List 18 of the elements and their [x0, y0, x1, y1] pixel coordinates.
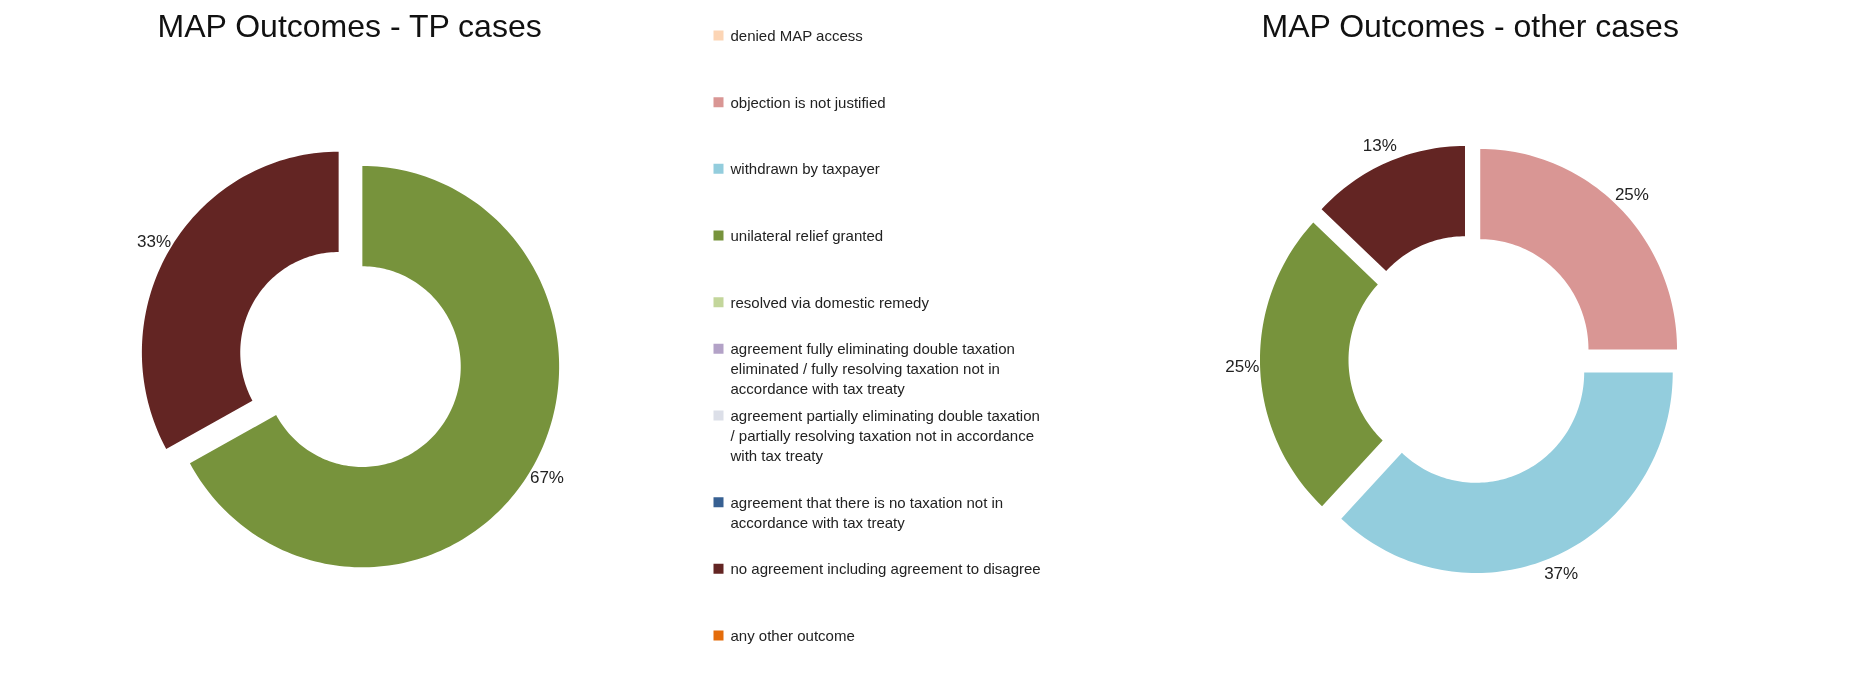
data-label: 37% — [1544, 563, 1579, 583]
chart-title: MAP Outcomes - other cases — [1261, 7, 1679, 44]
data-label: 13% — [1362, 136, 1397, 156]
data-label: 33% — [137, 231, 172, 251]
chart-title: MAP Outcomes - TP cases — [157, 7, 542, 44]
data-label: 25% — [1225, 357, 1260, 377]
data-label: 67% — [529, 468, 564, 488]
legend-label: no agreement including agreement to disagree — [730, 560, 1041, 578]
legend-label: agreement fully eliminating double taxation eliminated / fully resolving taxation not in accordance with tax treaty — [730, 340, 1015, 398]
legend-label: agreement that there is no taxation not in accordance with tax treaty — [730, 493, 1004, 531]
legend-label: objection is not justified — [730, 93, 886, 111]
legend-label: denied MAP access — [730, 27, 863, 44]
legend-label: agreement partially eliminating double taxation / partially resolving taxation not in accordance with tax treaty — [729, 407, 1040, 464]
legend-label: resolved via domestic remedy — [730, 293, 930, 311]
legend-label: any other outcome — [730, 627, 855, 644]
legend-label: withdrawn by taxpayer — [729, 160, 880, 178]
legend-label: unilateral relief granted — [730, 227, 884, 244]
data-label: 25% — [1614, 185, 1649, 205]
